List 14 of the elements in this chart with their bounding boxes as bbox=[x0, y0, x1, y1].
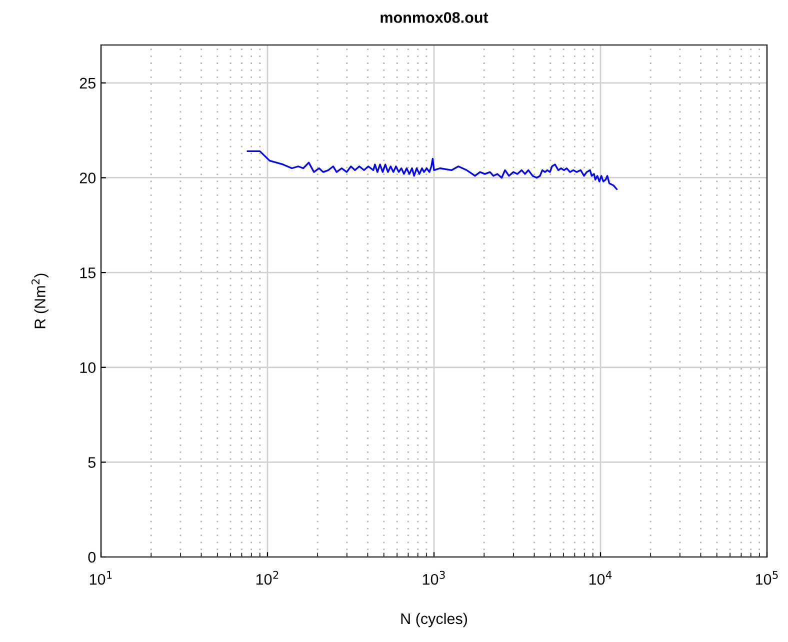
chart-title: monmox08.out bbox=[380, 12, 488, 23]
x-axis-title: N (cycles) bbox=[401, 612, 467, 628]
y-tick-label: 5 bbox=[88, 457, 96, 468]
y-tick-label: 20 bbox=[80, 172, 96, 184]
y-tick-label: 0 bbox=[88, 552, 96, 563]
x-tick-label: 10$^{5}$ bbox=[756, 570, 778, 585]
x-tick-label: 10$^{1}$ bbox=[90, 570, 112, 585]
y-tick-label: 15 bbox=[80, 268, 96, 278]
x-tick-label: 10$^{4}$ bbox=[589, 570, 612, 585]
x-tick-label: 10$^{2}$ bbox=[256, 570, 278, 585]
y-tick-label: 25 bbox=[80, 78, 96, 89]
y-axis-title: R (Nm$^{2}$) bbox=[31, 274, 48, 328]
y-tick-label: 10 bbox=[80, 362, 96, 374]
x-tick-label: 10$^{3}$ bbox=[422, 570, 445, 585]
